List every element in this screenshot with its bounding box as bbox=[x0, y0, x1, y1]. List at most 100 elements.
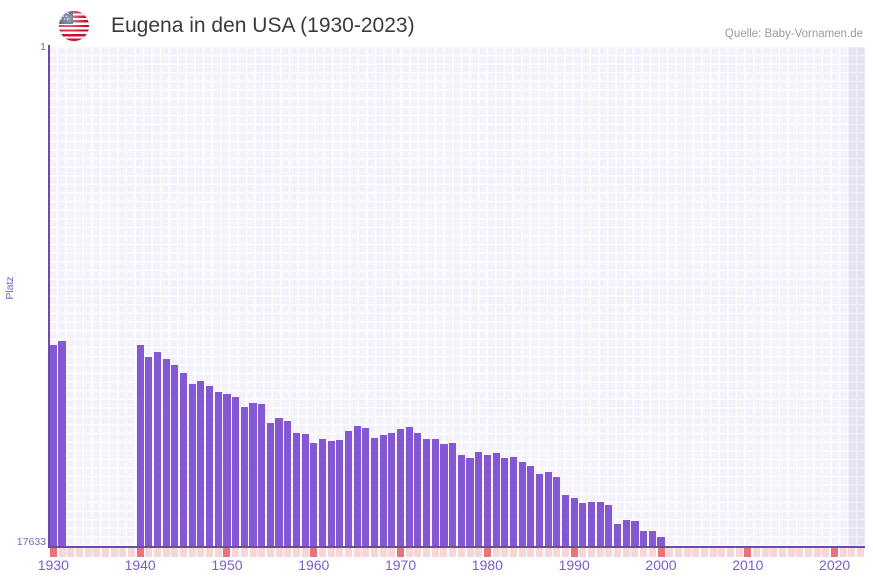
usa-flag-icon bbox=[59, 11, 89, 41]
bar-1973[interactable] bbox=[423, 439, 431, 547]
x-tick-mark-1965 bbox=[353, 548, 361, 557]
bar-1950[interactable] bbox=[223, 394, 231, 547]
bar-1957[interactable] bbox=[284, 421, 292, 547]
bar-1941[interactable] bbox=[145, 357, 153, 547]
bar-2000[interactable] bbox=[657, 537, 665, 547]
bar-1940[interactable] bbox=[136, 345, 144, 547]
x-tick-mark-1930 bbox=[49, 548, 57, 557]
bar-1972[interactable] bbox=[414, 433, 422, 547]
bar-1952[interactable] bbox=[240, 407, 248, 547]
x-tick-mark-1956 bbox=[275, 548, 283, 557]
bar-1948[interactable] bbox=[206, 386, 214, 547]
bar-1983[interactable] bbox=[509, 457, 517, 547]
x-tick-mark-1991 bbox=[579, 548, 587, 557]
bar-1977[interactable] bbox=[457, 455, 465, 547]
bar-1967[interactable] bbox=[370, 438, 379, 547]
bar-1981[interactable] bbox=[492, 453, 500, 547]
x-tick-mark-2013 bbox=[770, 548, 778, 557]
bar-1975[interactable] bbox=[440, 444, 448, 547]
bar-1959[interactable] bbox=[301, 434, 309, 547]
x-tick-mark-1964 bbox=[344, 548, 352, 557]
bar-1982[interactable] bbox=[501, 458, 509, 547]
bar-1998[interactable] bbox=[640, 531, 648, 547]
bar-1970[interactable] bbox=[397, 429, 405, 547]
bar-1958[interactable] bbox=[292, 433, 300, 547]
bar-1984[interactable] bbox=[518, 462, 526, 547]
x-tick-mark-1975 bbox=[440, 548, 448, 557]
x-axis-label-1970: 1970 bbox=[384, 557, 417, 573]
x-tick-mark-1948 bbox=[206, 548, 214, 557]
bar-1949[interactable] bbox=[214, 392, 222, 547]
x-tick-mark-1942 bbox=[154, 548, 161, 557]
x-tick-mark-1966 bbox=[362, 548, 370, 557]
bar-1945[interactable] bbox=[179, 373, 188, 547]
x-tick-mark-2021 bbox=[839, 548, 847, 557]
bar-1968[interactable] bbox=[379, 435, 387, 547]
x-tick-mark-1955 bbox=[266, 548, 274, 557]
bar-1971[interactable] bbox=[405, 427, 413, 547]
x-tick-mark-1940 bbox=[136, 548, 144, 557]
bar-1961[interactable] bbox=[318, 439, 326, 547]
bar-1955[interactable] bbox=[266, 423, 274, 547]
bar-1965[interactable] bbox=[353, 426, 361, 547]
bar-1964[interactable] bbox=[344, 431, 353, 547]
bar-1978[interactable] bbox=[466, 458, 474, 547]
bar-1995[interactable] bbox=[614, 524, 622, 547]
bar-1993[interactable] bbox=[596, 502, 604, 547]
bar-1962[interactable] bbox=[327, 441, 335, 547]
flag-gloss bbox=[59, 11, 89, 41]
bar-1988[interactable] bbox=[553, 477, 561, 547]
x-tick-mark-1945 bbox=[180, 548, 188, 557]
bar-1960[interactable] bbox=[310, 443, 318, 547]
bar-1942[interactable] bbox=[153, 352, 162, 547]
bar-1947[interactable] bbox=[197, 381, 205, 547]
x-tick-mark-2017 bbox=[805, 548, 813, 557]
bar-1943[interactable] bbox=[162, 359, 170, 547]
x-tick-mark-2005 bbox=[700, 548, 708, 557]
bar-1969[interactable] bbox=[388, 433, 396, 547]
bar-1991[interactable] bbox=[579, 503, 587, 547]
bar-1954[interactable] bbox=[258, 404, 266, 547]
y-axis-title: Platz bbox=[4, 276, 16, 300]
bar-1987[interactable] bbox=[544, 472, 552, 547]
bar-1997[interactable] bbox=[631, 521, 639, 547]
x-axis-line bbox=[48, 546, 865, 548]
bar-1956[interactable] bbox=[275, 418, 283, 547]
bar-1930[interactable] bbox=[49, 345, 57, 547]
bar-1989[interactable] bbox=[561, 495, 570, 547]
bar-1946[interactable] bbox=[188, 384, 196, 547]
bar-1990[interactable] bbox=[570, 498, 578, 547]
bar-1974[interactable] bbox=[431, 439, 439, 547]
bar-1953[interactable] bbox=[249, 403, 257, 547]
x-tick-mark-2019 bbox=[822, 548, 830, 557]
x-tick-mark-1977 bbox=[457, 548, 465, 557]
bar-1996[interactable] bbox=[622, 520, 630, 547]
x-tick-mark-2015 bbox=[787, 548, 795, 557]
bar-1963[interactable] bbox=[336, 440, 344, 547]
x-tick-mark-1946 bbox=[188, 548, 196, 557]
bar-1951[interactable] bbox=[232, 397, 240, 547]
x-axis-label-1980: 1980 bbox=[471, 557, 503, 573]
bar-1986[interactable] bbox=[535, 474, 544, 547]
x-tick-mark-1937 bbox=[110, 548, 118, 557]
x-tick-mark-2011 bbox=[752, 548, 760, 557]
x-tick-mark-1962 bbox=[327, 548, 335, 557]
x-tick-mark-2006 bbox=[709, 548, 717, 557]
bar-1985[interactable] bbox=[527, 466, 535, 547]
x-tick-mark-1950 bbox=[223, 548, 231, 557]
x-tick-mark-1941 bbox=[145, 548, 153, 557]
x-tick-mark-1958 bbox=[292, 548, 300, 557]
bar-1994[interactable] bbox=[605, 505, 613, 547]
bar-1979[interactable] bbox=[475, 452, 483, 547]
x-tick-mark-2022 bbox=[848, 548, 856, 557]
x-tick-mark-1999 bbox=[648, 548, 656, 557]
bar-1931[interactable] bbox=[58, 341, 66, 547]
x-tick-mark-1971 bbox=[405, 548, 413, 557]
bar-1992[interactable] bbox=[587, 502, 596, 547]
bar-1966[interactable] bbox=[362, 428, 370, 547]
bar-1999[interactable] bbox=[648, 531, 656, 547]
bar-1944[interactable] bbox=[171, 365, 179, 547]
bar-1980[interactable] bbox=[483, 455, 491, 547]
bar-1976[interactable] bbox=[449, 443, 457, 547]
x-tick-mark-1974 bbox=[431, 548, 439, 557]
